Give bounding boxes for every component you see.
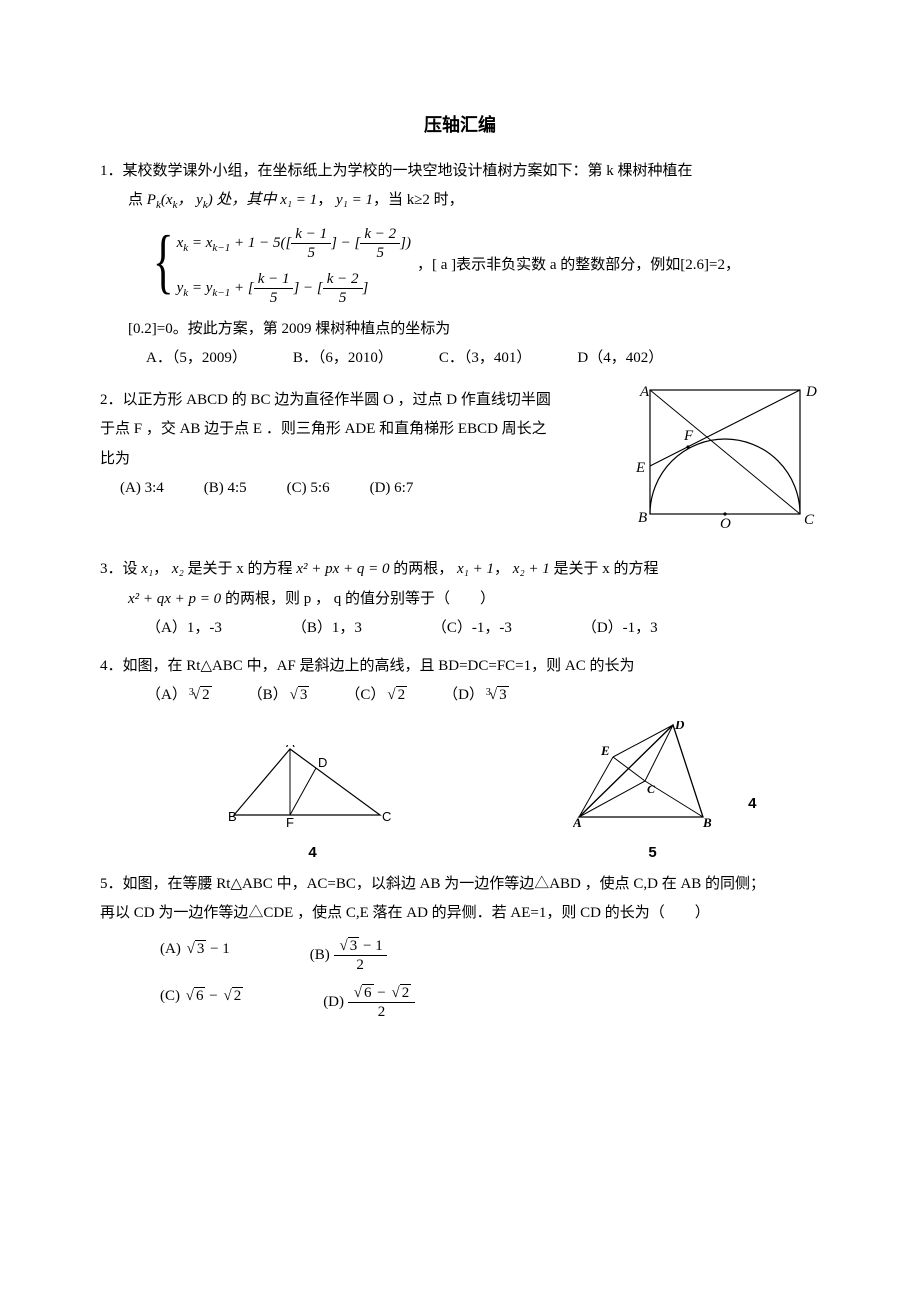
- t: ，: [317, 192, 336, 208]
- q2-figure: A D B C E F O: [630, 384, 820, 540]
- svg-text:D: D: [805, 384, 817, 400]
- t: x₁: [141, 561, 153, 577]
- q4-opt-a: （A）3√2: [146, 683, 212, 709]
- q1-eq-tail: ，[ a ]表示非负实数 a 的整数部分，例如[2.6]=2，: [417, 253, 740, 279]
- q1-line3: [0.2]=0。按此方案，第 2009 棵树种植点的坐标为: [100, 317, 820, 343]
- q1-eq-row2: yk = yk−1 + [k − 15] − [k − 25]: [177, 270, 411, 307]
- q3-number: 3．: [100, 561, 123, 577]
- svg-text:D: D: [318, 755, 327, 770]
- q1-options: A．（5，2009） B．（6，2010） C．（3，401） D（4，402）: [100, 346, 820, 372]
- q5-opt-a: (A) 3 − 1: [160, 937, 230, 974]
- svg-text:B: B: [702, 815, 712, 830]
- svg-text:D: D: [674, 721, 685, 732]
- t: y₁ = 1: [336, 192, 373, 208]
- t: x² + px + q = 0: [296, 561, 389, 577]
- q3-opt-b: （B）1，3: [292, 616, 362, 642]
- t: 的两根，则 p ， q 的值分别等于（ ）: [221, 591, 495, 607]
- q1-line2: 点 Pk(xk， yk) 处，其中 x₁ = 1， y₁ = 1，当 k≥2 时…: [100, 188, 820, 215]
- t: (xk， yk) 处，其中: [161, 192, 280, 208]
- svg-text:A: A: [639, 384, 650, 400]
- q3-opt-d: （D）-1，3: [582, 616, 658, 642]
- q2-svg: A D B C E F O: [630, 384, 820, 530]
- q5-line1: 5．如图，在等腰 Rt△ABC 中，AC=BC，以斜边 AB 为一边作等边△AB…: [100, 872, 820, 898]
- q1-eq-row1: xk = xk−1 + 1 − 5([k − 15] − [k − 25]): [177, 225, 411, 262]
- fig-label-4: 4: [228, 840, 398, 866]
- q2-line1: 2．以正方形 ABCD 的 BC 边为直径作半圆 O ，过点 D 作直线切半圆: [100, 388, 620, 414]
- q2-opt-b: (B) 4:5: [204, 476, 247, 502]
- q1-opt-b: B．（6，2010）: [293, 346, 393, 372]
- q2-line3: 比为: [100, 447, 620, 473]
- q5-opt-d: (D) 6 − 22: [323, 984, 415, 1021]
- t: 是关于 x 的方程: [550, 561, 659, 577]
- fig-label-4b: 4: [748, 791, 756, 817]
- svg-text:A: A: [573, 815, 582, 830]
- q4-figure-left: A B C F D 4: [228, 745, 398, 866]
- t: 以正方形 ABCD 的 BC 边为直径作半圆 O ，过点 D 作直线切半圆: [123, 392, 551, 408]
- t: x₁ = 1: [280, 192, 317, 208]
- q5-opt-b: (B) 3 − 12: [310, 937, 387, 974]
- page-title: 压轴汇编: [100, 110, 820, 141]
- svg-text:F: F: [683, 428, 694, 444]
- q2-opt-d: (D) 6:7: [370, 476, 414, 502]
- svg-text:C: C: [647, 782, 656, 796]
- q4-figure-right: A B C D E 4 5: [573, 721, 733, 866]
- q3-opt-c: （C）-1，-3: [432, 616, 512, 642]
- t: 的两根，: [390, 561, 458, 577]
- q4-opt-b: （B）3: [248, 683, 310, 709]
- t: x² + qx + p = 0: [128, 591, 221, 607]
- q4-opt-c: （C）2: [345, 683, 407, 709]
- t: x₁ + 1: [457, 561, 494, 577]
- q3-line2: x² + qx + p = 0 的两根，则 p ， q 的值分别等于（ ）: [100, 587, 820, 613]
- pk: Pk: [147, 192, 161, 208]
- t: 如图，在等腰 Rt△ABC 中，AC=BC，以斜边 AB 为一边作等边△ABD …: [123, 876, 766, 892]
- q4-options: （A）3√2 （B）3 （C）2 （D）3√3: [100, 683, 820, 709]
- t: 点: [128, 192, 147, 208]
- q5-line2: 再以 CD 为一边作等边△CDE ，使点 C,E 落在 AD 的异侧．若 AE=…: [100, 901, 820, 927]
- t: 设: [123, 561, 142, 577]
- t: ，: [153, 561, 172, 577]
- svg-text:B: B: [638, 510, 647, 526]
- q4-number: 4．: [100, 658, 123, 674]
- q2-opt-a: (A) 3:4: [120, 476, 164, 502]
- fig-label-5: 5: [573, 840, 733, 866]
- q5-options-row1: (A) 3 − 1 (B) 3 − 12: [100, 937, 820, 974]
- q2-line2: 于点 F ，交 AB 边于点 E ．则三角形 ADE 和直角梯形 EBCD 周长…: [100, 417, 620, 443]
- svg-text:E: E: [600, 743, 610, 758]
- q5-opt-c: (C) 6 − 2: [160, 984, 243, 1021]
- t: x₂: [172, 561, 184, 577]
- q1-system: { xk = xk−1 + 1 − 5([k − 15] − [k − 25])…: [100, 225, 820, 307]
- q2-options: (A) 3:4 (B) 4:5 (C) 5:6 (D) 6:7: [100, 476, 620, 502]
- q4-opt-d: （D）3√3: [443, 683, 509, 709]
- q3-line1: 3．设 x₁， x₂ 是关于 x 的方程 x² + px + q = 0 的两根…: [100, 557, 820, 583]
- q1-line1: 1．某校数学课外小组，在坐标纸上为学校的一块空地设计植树方案如下：第 k 棵树种…: [100, 159, 820, 185]
- brace-icon: {: [153, 225, 174, 307]
- t: 是关于 x 的方程: [184, 561, 297, 577]
- q3-opt-a: （A）1，-3: [146, 616, 222, 642]
- q1-opt-a: A．（5，2009）: [146, 346, 247, 372]
- svg-text:O: O: [720, 516, 731, 530]
- q2-number: 2．: [100, 392, 123, 408]
- q1-opt-c: C．（3，401）: [439, 346, 532, 372]
- svg-text:C: C: [382, 809, 391, 824]
- t: x₂ + 1: [513, 561, 550, 577]
- svg-text:E: E: [635, 460, 645, 476]
- q1-number: 1．: [100, 163, 123, 179]
- t: ，: [494, 561, 513, 577]
- q5-options-row2: (C) 6 − 2 (D) 6 − 22: [100, 984, 820, 1021]
- q2-opt-c: (C) 5:6: [287, 476, 330, 502]
- q4-line1: 4．如图，在 Rt△ABC 中，AF 是斜边上的高线，且 BD=DC=FC=1，…: [100, 654, 820, 680]
- svg-text:B: B: [228, 809, 237, 824]
- q5-number: 5．: [100, 876, 123, 892]
- t: ，当 k≥2 时，: [373, 192, 464, 208]
- t: 如图，在 Rt△ABC 中，AF 是斜边上的高线，且 BD=DC=FC=1，则 …: [123, 658, 635, 674]
- svg-text:A: A: [286, 745, 295, 750]
- svg-text:F: F: [286, 815, 294, 830]
- q1-opt-d: D（4，402）: [577, 346, 663, 372]
- svg-text:C: C: [804, 512, 815, 528]
- q1-line1-text: 某校数学课外小组，在坐标纸上为学校的一块空地设计植树方案如下：第 k 棵树种植在: [123, 163, 693, 179]
- q3-options: （A）1，-3 （B）1，3 （C）-1，-3 （D）-1，3: [100, 616, 820, 642]
